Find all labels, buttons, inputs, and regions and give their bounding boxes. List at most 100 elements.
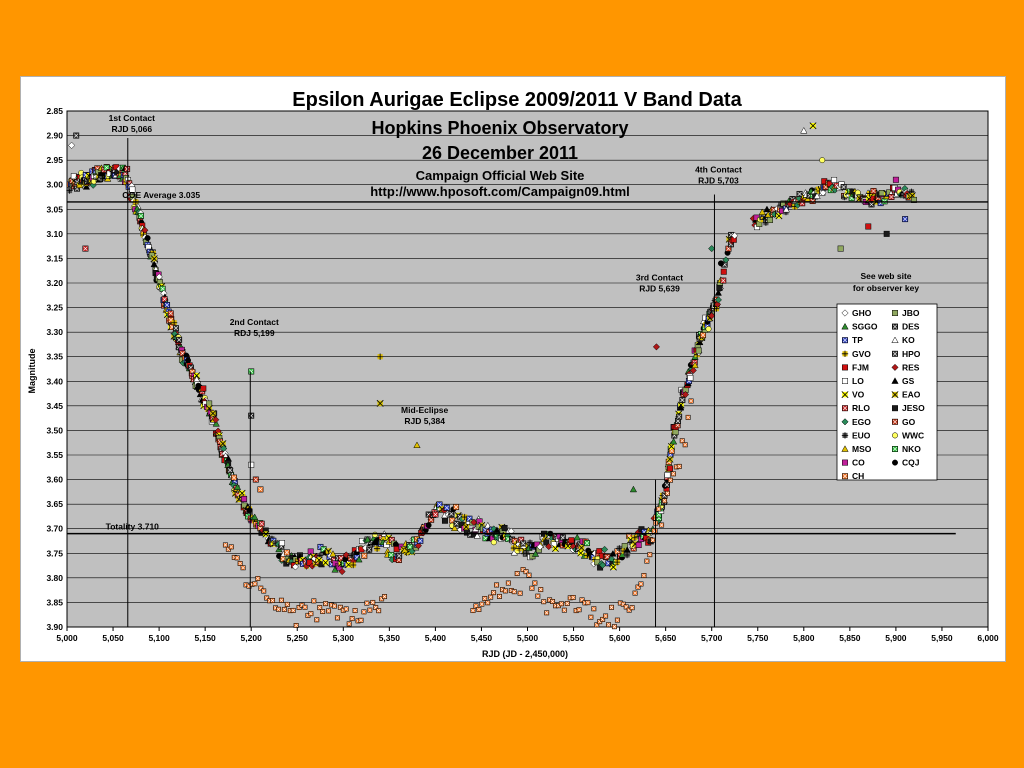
marker-shape [763, 205, 771, 213]
marker-cross [523, 550, 530, 557]
marker-cross [578, 544, 585, 552]
marker-shape [75, 181, 84, 189]
marker-cross [648, 552, 652, 557]
data-point [520, 540, 527, 547]
legend-entry: SGGO [852, 322, 878, 332]
marker-cross [359, 618, 363, 623]
marker-shape [246, 507, 253, 514]
marker-cross [471, 608, 475, 613]
y-tick-label: 3.45 [46, 401, 63, 411]
marker-shape [800, 126, 808, 134]
data-point-ch [585, 600, 591, 606]
marker-cross [871, 188, 876, 194]
legend-entry: GVO [852, 349, 871, 359]
marker-shape [279, 540, 286, 547]
marker-cross [168, 311, 173, 316]
contact-label: Mid-Eclipse [401, 405, 449, 415]
marker-shape [891, 363, 899, 371]
totality-label: Totality 3.710 [106, 522, 159, 532]
data-point [714, 296, 722, 304]
marker-cross [512, 589, 517, 594]
y-tick-label: 3.15 [46, 253, 63, 263]
data-point [338, 568, 346, 576]
marker-cross [74, 133, 79, 138]
marker-cross [700, 332, 706, 338]
marker-cross [294, 623, 298, 628]
marker-cross [842, 406, 848, 411]
data-point-ch [526, 572, 532, 578]
marker-shape [819, 189, 827, 197]
marker-shape [892, 459, 898, 466]
y-tick-label: 3.75 [46, 548, 63, 558]
marker-cross [491, 590, 496, 595]
marker-cross [841, 391, 849, 399]
data-point [417, 537, 424, 544]
data-point [161, 296, 168, 303]
data-point-ch [550, 599, 556, 604]
data-point-ch [676, 463, 682, 469]
marker-cross [303, 605, 307, 610]
marker-cross [453, 504, 459, 510]
legend-entry: KO [902, 335, 915, 345]
data-point [819, 189, 827, 197]
legend-entry: CQJ [902, 458, 920, 468]
marker-cross [675, 423, 680, 428]
marker-shape [82, 183, 91, 190]
data-point-outlier [902, 216, 909, 223]
contact-label: 4th Contact [695, 164, 742, 174]
data-point-ch [650, 537, 656, 543]
data-point-ch [647, 552, 653, 558]
data-point [103, 164, 110, 171]
data-point [543, 539, 550, 546]
data-point-ch [491, 590, 497, 596]
marker-cross [613, 558, 621, 566]
data-point-ch [614, 617, 620, 623]
marker-cross [347, 622, 351, 626]
marker-cross [450, 518, 455, 523]
marker-shape [708, 312, 716, 320]
marker-shape [233, 483, 242, 490]
data-point-ch [293, 623, 299, 628]
marker-shape [842, 459, 848, 466]
data-point [695, 347, 702, 354]
data-point-outlier [819, 157, 826, 164]
contact-label: 2nd Contact [230, 317, 279, 327]
marker-shape [425, 522, 432, 529]
data-point [206, 400, 213, 407]
marker-shape [708, 245, 716, 253]
contact-label: 1st Contact [109, 113, 155, 123]
data-point-outlier [82, 245, 89, 252]
data-point [291, 563, 299, 571]
y-tick-label: 3.70 [46, 524, 63, 534]
legend-marker [892, 405, 898, 412]
data-point [623, 551, 631, 559]
marker-shape [450, 524, 459, 532]
marker-shape [892, 310, 898, 316]
marker-cross [418, 538, 423, 543]
marker-cross [642, 573, 646, 578]
data-point [689, 366, 697, 374]
data-point-ch [320, 609, 326, 614]
data-point-ch [517, 590, 523, 596]
legend-marker [892, 446, 898, 452]
legend-entry: RLO [852, 403, 870, 413]
data-point [283, 549, 290, 556]
marker-cross [125, 166, 130, 172]
marker-cross [235, 556, 239, 560]
marker-cross [335, 616, 340, 620]
data-point-ch [361, 609, 367, 615]
data-point [372, 531, 378, 538]
marker-cross [229, 545, 234, 549]
data-point [258, 520, 265, 527]
x-tick-label: 5,650 [655, 633, 677, 643]
data-point [578, 544, 585, 552]
x-tick-label: 5,050 [102, 633, 124, 643]
data-point [490, 539, 497, 546]
marker-cross [571, 595, 575, 600]
data-point [164, 302, 171, 308]
marker-cross [253, 477, 258, 482]
marker-cross [527, 573, 531, 577]
marker-cross [437, 502, 442, 507]
x-tick-label: 5,350 [379, 633, 401, 643]
marker-cross [497, 594, 502, 599]
